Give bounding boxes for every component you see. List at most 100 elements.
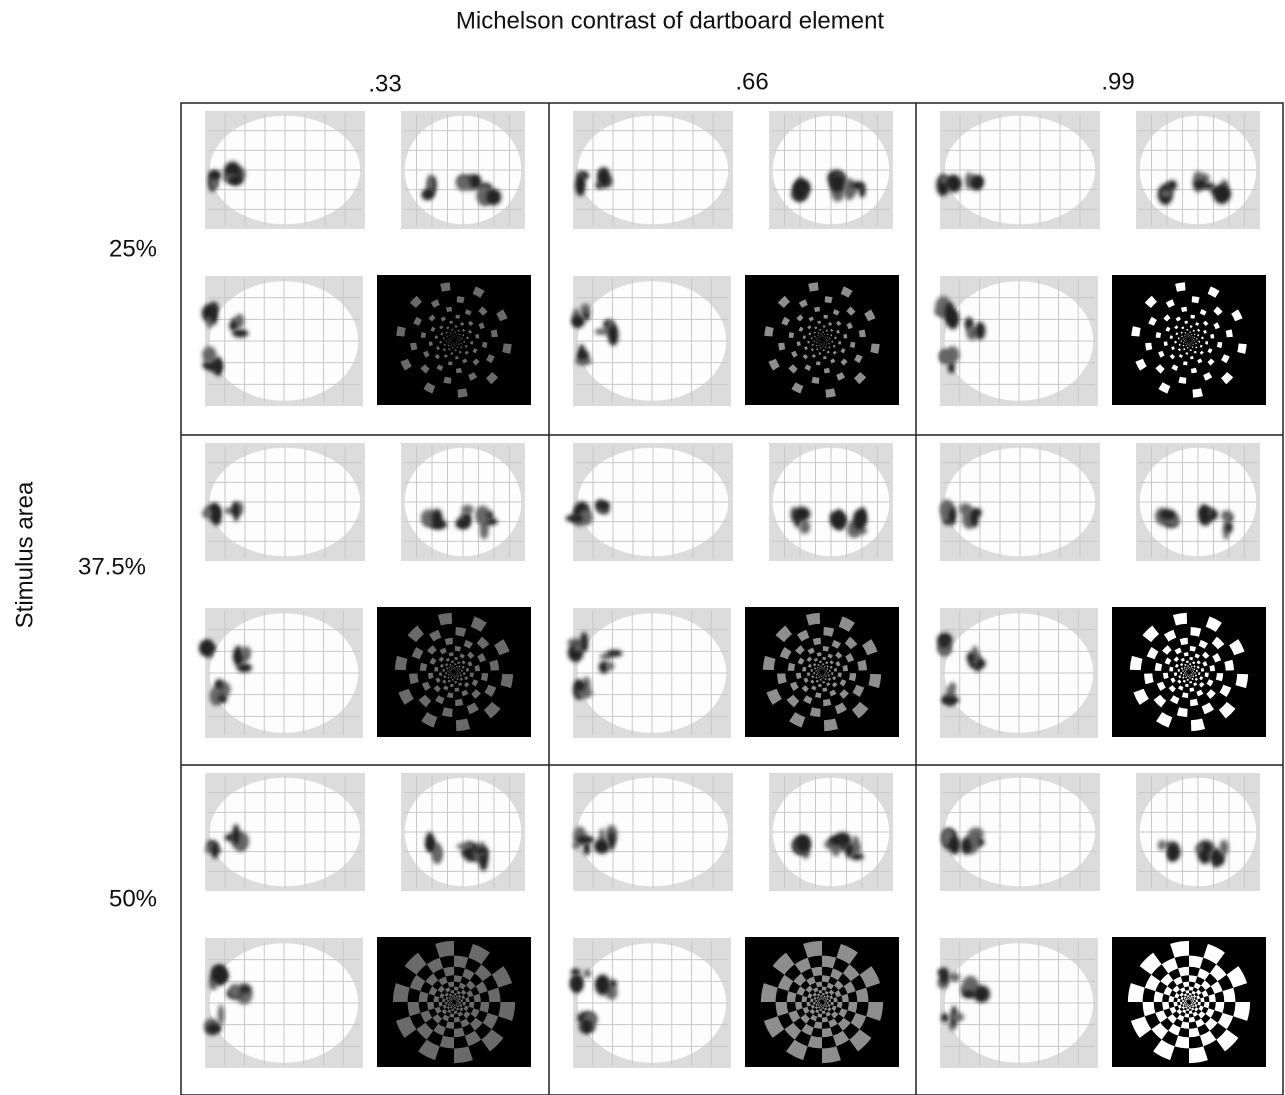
glass-brain (567, 608, 731, 738)
activation-blob (796, 834, 811, 852)
glass-brain (1136, 111, 1260, 229)
dartboard-stimulus (745, 607, 899, 737)
row-label: 50% (109, 885, 157, 912)
dartboard-stimulus (377, 937, 531, 1067)
activation-blob (241, 647, 251, 658)
glass-brain (199, 608, 363, 738)
dartboard-element (1190, 356, 1193, 359)
dartboard-element (870, 344, 879, 354)
activation-blob (580, 632, 588, 651)
glass-brain (204, 938, 363, 1068)
activation-blob (232, 824, 239, 845)
column-label: .99 (1101, 68, 1134, 95)
activation-blob (959, 503, 972, 514)
activation-blob (946, 175, 961, 192)
activation-blob (425, 832, 434, 852)
dartboard-element (396, 326, 405, 336)
activation-blob (229, 984, 241, 999)
dartboard-element (455, 356, 458, 359)
activation-blob (949, 837, 961, 854)
glass-brain (769, 111, 893, 229)
dartboard-stimulus (377, 275, 531, 405)
activation-blob (487, 511, 493, 520)
activation-blob (211, 843, 218, 859)
column-label: .33 (368, 70, 401, 97)
dartboard-element (449, 321, 452, 324)
dartboard-element (458, 388, 468, 397)
dartboard-element (764, 326, 773, 336)
glass-brain (401, 773, 525, 891)
activation-blob (1226, 522, 1233, 533)
dartboard-element (1183, 361, 1188, 365)
activation-blob (942, 696, 959, 704)
dartboard-element (1170, 335, 1173, 338)
activation-blob (951, 1013, 964, 1022)
activation-blob (606, 662, 615, 670)
activation-blob (1216, 855, 1224, 865)
dartboard-background (1112, 607, 1266, 737)
activation-blob (851, 853, 864, 860)
glass-brain (940, 773, 1100, 891)
activation-blob (202, 509, 213, 519)
activation-blob (949, 508, 956, 526)
dartboard-background (1112, 275, 1266, 405)
activation-blob (945, 302, 955, 323)
activation-blob (583, 312, 590, 321)
dartboard-element (823, 356, 826, 359)
activation-blob (218, 1005, 224, 1026)
activation-blob (233, 503, 239, 522)
dartboard-stimulus (745, 275, 899, 405)
activation-blob (606, 650, 622, 657)
glass-brain (1136, 773, 1260, 891)
activation-blob (595, 974, 610, 995)
activation-blob (598, 167, 610, 187)
glass-brain (937, 938, 1098, 1068)
dartboard-element (455, 332, 457, 333)
dartboard-element (829, 338, 830, 340)
activation-blob (1160, 509, 1176, 520)
activation-blob (609, 831, 615, 851)
glass-brain (940, 443, 1100, 561)
activation-blob (940, 968, 950, 984)
dartboard-element (843, 334, 847, 339)
column-label: .66 (735, 68, 768, 95)
dartboard-element (1193, 388, 1203, 397)
dartboard-element (470, 341, 473, 344)
activation-blob (229, 175, 243, 185)
glass-brain (573, 111, 733, 229)
dartboard-element (797, 342, 801, 347)
dartboard-element (446, 341, 447, 343)
dartboard-element (502, 344, 511, 354)
dartboard-element (838, 341, 841, 344)
activation-blob (845, 843, 853, 857)
activation-blob (486, 189, 501, 205)
activation-blob (1221, 510, 1233, 521)
dartboard-element (826, 388, 836, 397)
dartboard-element (1196, 338, 1197, 340)
activation-blob (570, 975, 583, 993)
activation-blob (962, 990, 976, 998)
activation-blob (859, 185, 865, 197)
activation-blob (433, 842, 441, 860)
activation-blob (1213, 184, 1231, 204)
activation-blob (939, 638, 949, 648)
activation-blob (941, 1013, 949, 1022)
dartboard-element (429, 342, 433, 347)
glass-brain (202, 276, 363, 406)
activation-blob (575, 175, 585, 196)
activation-blob (206, 1023, 221, 1033)
activation-blob (792, 181, 807, 202)
glass-brain (566, 443, 733, 561)
activation-blob (211, 968, 228, 983)
activation-blob (233, 646, 243, 667)
dartboard-stimulus (377, 607, 531, 737)
dartboard-element (475, 334, 479, 339)
dartboard-stimulus (1112, 275, 1266, 405)
activation-blob (423, 189, 435, 199)
activation-blob (847, 189, 857, 195)
activation-blob (793, 507, 810, 521)
glass-brain (401, 443, 525, 561)
glass-brain (937, 608, 1098, 738)
activation-blob (237, 663, 252, 672)
activation-blob (583, 842, 590, 855)
